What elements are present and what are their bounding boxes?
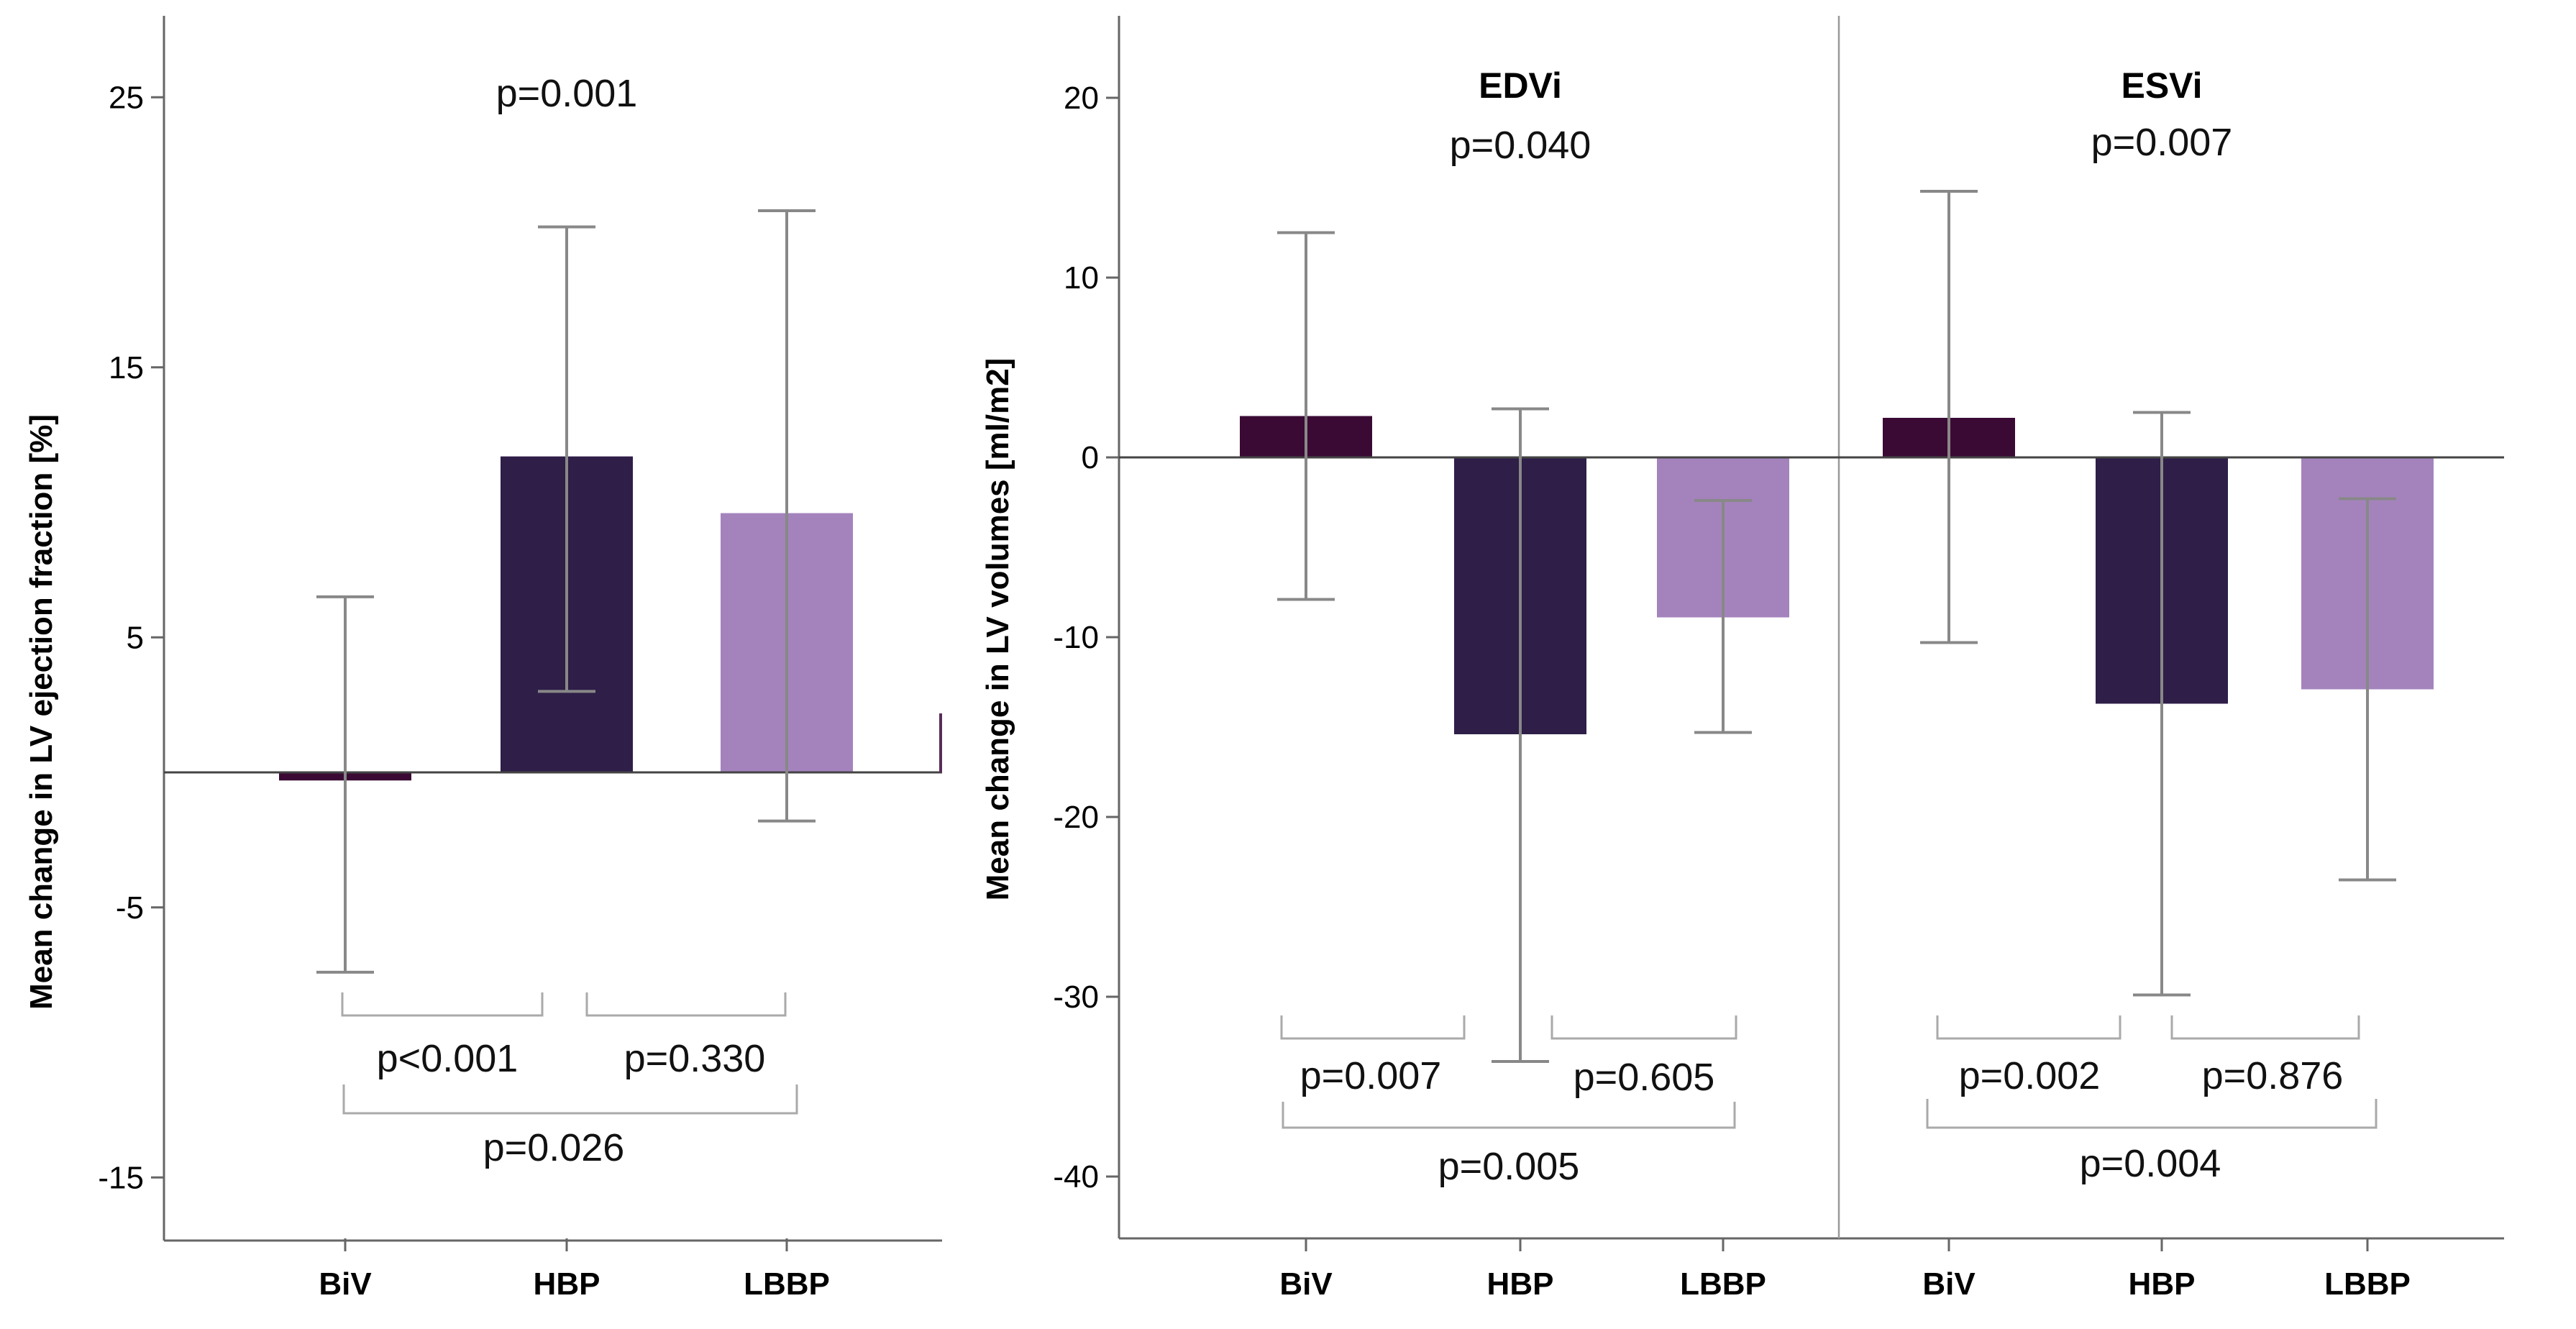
esvi-error-bar-hbp: [2133, 411, 2191, 997]
ef-category-labels: BiV HBP LBBP: [319, 1238, 830, 1302]
esvi-error-bar-lbbp: [2339, 497, 2396, 882]
edvi-category-label-biv: BiV: [1279, 1266, 1333, 1302]
ef-y-ticks: -15 -5 5 15 25: [98, 80, 164, 1195]
ef-error-bar-lbbp: [758, 209, 816, 823]
ef-chart: Mean change in LV ejection fraction [%] …: [24, 16, 942, 1302]
esvi-category-label-hbp: HBP: [2129, 1266, 2196, 1302]
edvi-error-bar-biv: [1277, 231, 1335, 601]
ef-p-biv-hbp: p<0.001: [377, 1037, 519, 1080]
vol-y-tick-label: -20: [1053, 800, 1099, 835]
esvi-p-biv-hbp: p=0.002: [1959, 1054, 2101, 1097]
ef-category-label-hbp: HBP: [534, 1266, 600, 1302]
edvi-p-biv-lbbp: p=0.005: [1438, 1145, 1580, 1188]
vol-y-ticks: -40 -30 -20 -10 0 10 20: [1053, 81, 1119, 1195]
edvi-overall-p: p=0.040: [1450, 124, 1591, 167]
ef-p-biv-lbbp: p=0.026: [483, 1126, 625, 1169]
ef-error-bar-hbp: [538, 225, 595, 693]
esvi-category-label-biv: BiV: [1922, 1266, 1976, 1302]
vol-y-tick-label: 0: [1082, 440, 1099, 475]
ef-y-tick-label: -15: [98, 1160, 144, 1195]
vol-bars: [1240, 416, 2434, 734]
esvi-bracket-biv-hbp: [1936, 1015, 2121, 1040]
edvi-bracket-hbp-lbbp: [1550, 1015, 1737, 1040]
esvi-bracket-hbp-lbbp: [2170, 1015, 2360, 1040]
edvi-category-label-hbp: HBP: [1487, 1266, 1554, 1302]
ef-overall-p: p=0.001: [496, 72, 638, 115]
ef-y-axis-label: Mean change in LV ejection fraction [%]: [24, 414, 59, 1010]
ef-error-bars: [316, 209, 816, 974]
vol-y-tick-label: 10: [1064, 260, 1099, 296]
ef-category-label-lbbp: LBBP: [744, 1266, 830, 1302]
edvi-category-label-lbbp: LBBP: [1680, 1266, 1766, 1302]
esvi-p-hbp-lbbp: p=0.876: [2202, 1054, 2344, 1097]
esvi-overall-p: p=0.007: [2091, 121, 2233, 164]
esvi-category-label-lbbp: LBBP: [2324, 1266, 2411, 1302]
ef-bracket-biv-hbp: [341, 992, 544, 1017]
ef-y-tick-label: -5: [116, 890, 144, 926]
volumes-chart: Mean change in LV volumes [ml/m2] -40 -30…: [980, 16, 2504, 1302]
ef-category-label-biv: BiV: [319, 1266, 372, 1302]
ef-p-hbp-lbbp: p=0.330: [624, 1037, 766, 1080]
ef-bracket-hbp-lbbp: [585, 992, 787, 1017]
ef-y-tick-label: 25: [109, 80, 144, 115]
edvi-bracket-biv-lbbp: [1282, 1102, 1736, 1129]
vol-category-labels: BiV HBP LBBP BiV HBP LBBP: [1279, 1238, 2411, 1302]
vol-y-tick-label: -30: [1053, 979, 1099, 1015]
esvi-panel-title: ESVi: [2121, 65, 2202, 106]
vol-y-tick-label: 20: [1064, 81, 1099, 116]
ef-error-bar-biv: [316, 595, 374, 974]
ef-y-tick-label: 15: [109, 350, 144, 385]
vol-y-tick-label: -40: [1053, 1159, 1099, 1195]
vol-error-bars: [1277, 190, 2396, 1063]
ef-y-tick-label: 5: [127, 620, 144, 655]
vol-y-axis-label: Mean change in LV volumes [ml/m2]: [980, 358, 1015, 901]
edvi-error-bar-hbp: [1492, 407, 1549, 1063]
esvi-p-biv-lbbp: p=0.004: [2080, 1142, 2221, 1185]
edvi-p-biv-hbp: p=0.007: [1300, 1054, 1442, 1097]
edvi-error-bar-lbbp: [1694, 499, 1752, 734]
esvi-bracket-biv-lbbp: [1926, 1099, 2378, 1129]
vol-y-tick-label: -10: [1053, 620, 1099, 655]
edvi-panel-title: EDVi: [1479, 65, 1562, 106]
ef-bracket-biv-lbbp: [342, 1084, 798, 1115]
edvi-bracket-biv-hbp: [1280, 1015, 1466, 1040]
edvi-p-hbp-lbbp: p=0.605: [1574, 1056, 1715, 1099]
esvi-error-bar-biv: [1920, 190, 1978, 644]
